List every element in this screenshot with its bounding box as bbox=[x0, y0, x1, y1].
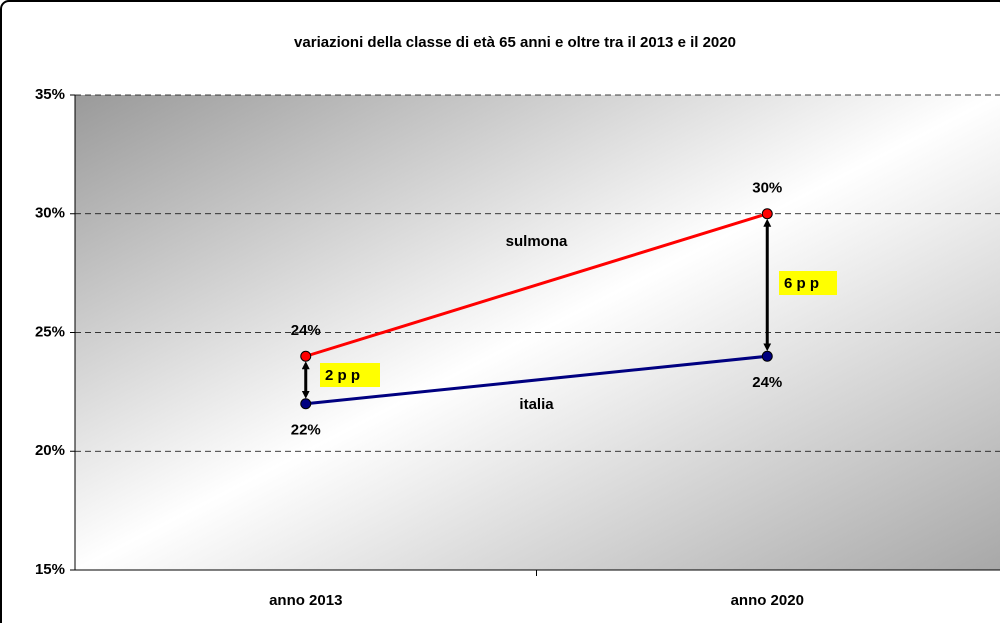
data-point bbox=[300, 398, 312, 410]
x-tick-label: anno 2020 bbox=[731, 592, 804, 609]
data-label: 22% bbox=[291, 422, 321, 439]
y-tick-label: 35% bbox=[35, 86, 65, 103]
annotation-box bbox=[320, 363, 380, 387]
data-label: 30% bbox=[752, 180, 782, 197]
data-label: 24% bbox=[291, 322, 321, 339]
data-point bbox=[761, 208, 773, 220]
data-point bbox=[761, 350, 773, 362]
series-label: sulmona bbox=[506, 233, 568, 250]
series-line bbox=[305, 354, 768, 406]
series-label: italia bbox=[519, 396, 554, 413]
chart-title: variazioni della classe di età 65 anni e… bbox=[294, 34, 736, 51]
annotation: 2 p p bbox=[325, 367, 360, 384]
series-line bbox=[305, 212, 768, 358]
annotation-box bbox=[779, 271, 837, 295]
annotation: 6 p p bbox=[784, 275, 819, 292]
y-tick-label: 25% bbox=[35, 323, 65, 340]
data-label: 24% bbox=[752, 374, 782, 391]
data-point bbox=[300, 350, 312, 362]
x-tick-label: anno 2013 bbox=[269, 592, 342, 609]
y-tick-label: 20% bbox=[35, 442, 65, 459]
y-tick-label: 30% bbox=[35, 205, 65, 222]
y-tick-label: 15% bbox=[35, 561, 65, 578]
